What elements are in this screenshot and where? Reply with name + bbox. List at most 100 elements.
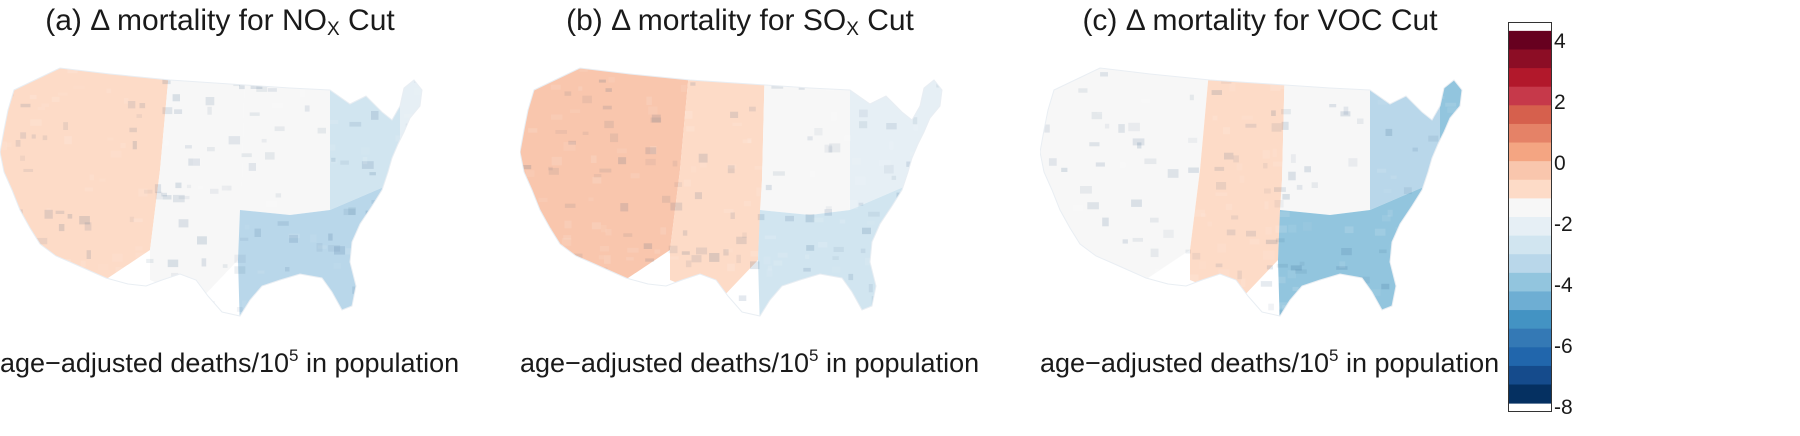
- county-speckle: [913, 124, 919, 131]
- county-speckle: [188, 158, 200, 166]
- county-speckle: [1370, 289, 1381, 296]
- county-speckle: [1185, 249, 1191, 254]
- county-speckle: [1273, 161, 1283, 167]
- county-speckle: [1264, 188, 1271, 194]
- county-speckle: [830, 111, 837, 121]
- county-speckle: [937, 68, 942, 69]
- county-speckle: [124, 98, 129, 104]
- county-speckle: [420, 202, 422, 209]
- county-speckle: [527, 278, 533, 285]
- county-speckle: [1126, 68, 1137, 72]
- county-speckle: [1431, 283, 1444, 289]
- county-speckle: [538, 197, 548, 202]
- county-speckle: [709, 253, 720, 262]
- county-speckle: [1141, 257, 1153, 266]
- county-speckle: [668, 245, 678, 254]
- county-speckle: [342, 312, 353, 316]
- county-speckle: [582, 131, 589, 135]
- county-speckle: [754, 165, 766, 170]
- county-speckle: [1134, 276, 1144, 283]
- county-speckle: [379, 317, 387, 321]
- county-speckle: [563, 253, 574, 259]
- county-speckle: [1188, 137, 1198, 143]
- county-speckle: [739, 291, 748, 297]
- county-speckle: [1129, 161, 1141, 166]
- county-speckle: [886, 123, 897, 130]
- county-speckle: [656, 290, 666, 298]
- county-speckle: [1403, 187, 1412, 195]
- county-speckle: [889, 141, 894, 150]
- county-speckle: [1150, 217, 1159, 223]
- legend-tick-label: 4: [1554, 30, 1566, 53]
- county-speckle: [1279, 211, 1290, 217]
- county-speckle: [812, 117, 819, 122]
- county-speckle: [1095, 227, 1105, 236]
- county-speckle: [1277, 276, 1286, 284]
- legend-swatch: [1509, 49, 1551, 69]
- county-speckle: [1377, 100, 1388, 105]
- county-speckle: [923, 198, 935, 205]
- county-speckle: [162, 130, 172, 137]
- county-speckle: [608, 77, 615, 83]
- county-speckle: [1282, 194, 1290, 200]
- county-speckle: [1238, 313, 1250, 316]
- county-speckle: [301, 309, 309, 313]
- county-speckle: [1404, 294, 1412, 303]
- county-speckle: [241, 300, 247, 309]
- county-speckle: [1344, 226, 1354, 234]
- county-speckle: [1296, 132, 1302, 138]
- county-speckle: [1125, 316, 1130, 319]
- county-speckle: [564, 220, 572, 229]
- county-speckle: [101, 329, 111, 330]
- county-speckle: [244, 224, 250, 230]
- county-speckle: [228, 136, 241, 145]
- county-speckle: [277, 221, 289, 226]
- county-speckle: [1045, 261, 1052, 266]
- county-speckle: [1476, 164, 1480, 169]
- county-speckle: [1430, 186, 1437, 193]
- county-speckle: [1249, 238, 1260, 245]
- county-speckle: [690, 82, 696, 86]
- county-speckle: [650, 117, 662, 123]
- county-speckle: [258, 307, 268, 316]
- county-speckle: [642, 312, 651, 316]
- county-speckle: [98, 263, 109, 270]
- county-speckle: [216, 61, 223, 65]
- county-speckle: [851, 158, 861, 165]
- county-speckle: [906, 214, 913, 220]
- county-speckle: [343, 91, 355, 100]
- county-speckle: [267, 88, 277, 92]
- county-speckle: [207, 106, 212, 115]
- county-speckle: [1385, 128, 1393, 136]
- county-speckle: [1434, 289, 1443, 294]
- county-speckle: [947, 263, 956, 269]
- county-speckle: [1479, 271, 1480, 275]
- county-speckle: [1327, 305, 1334, 313]
- county-speckle: [1231, 215, 1239, 220]
- county-speckle: [696, 247, 708, 255]
- county-speckle: [771, 80, 784, 89]
- county-speckle: [907, 88, 915, 95]
- county-speckle: [899, 222, 911, 231]
- county-speckle: [423, 138, 432, 147]
- county-speckle: [869, 79, 880, 84]
- county-speckle: [1132, 138, 1145, 146]
- county-speckle: [618, 157, 627, 165]
- county-speckle: [844, 135, 852, 142]
- county-speckle: [1265, 226, 1272, 235]
- county-speckle: [304, 105, 310, 112]
- county-speckle: [1303, 222, 1312, 231]
- county-speckle: [686, 126, 695, 132]
- panel-c: (c) Δ mortality for VOC Cut age−adjusted…: [1040, 0, 1499, 436]
- county-speckle: [1267, 278, 1279, 285]
- county-speckle: [1252, 321, 1258, 330]
- county-speckle: [1329, 104, 1337, 108]
- county-speckle: [219, 186, 228, 194]
- county-speckle: [1271, 110, 1276, 116]
- county-speckle: [1207, 221, 1212, 227]
- county-speckle: [1044, 313, 1054, 316]
- county-speckle: [221, 185, 232, 191]
- county-speckle: [1063, 290, 1069, 294]
- legend-swatch: [1509, 291, 1551, 311]
- county-speckle: [1343, 106, 1349, 115]
